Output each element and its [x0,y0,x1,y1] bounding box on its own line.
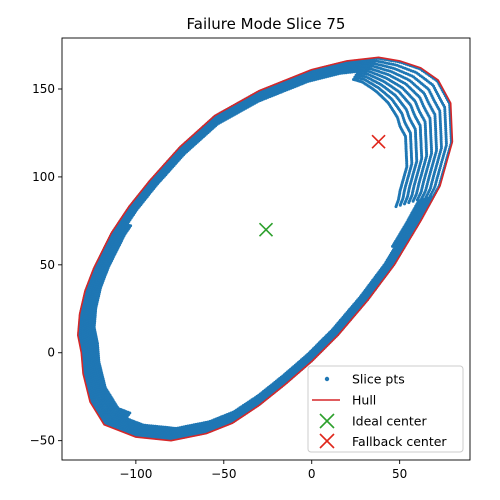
plot-area [77,56,454,442]
slice-point [129,224,133,228]
slice-point [394,205,398,209]
slice-point [407,201,411,205]
slice-point [398,203,402,207]
chart-title: Failure Mode Slice 75 [187,15,346,33]
slice-point [403,202,406,206]
slice-point [411,199,415,203]
